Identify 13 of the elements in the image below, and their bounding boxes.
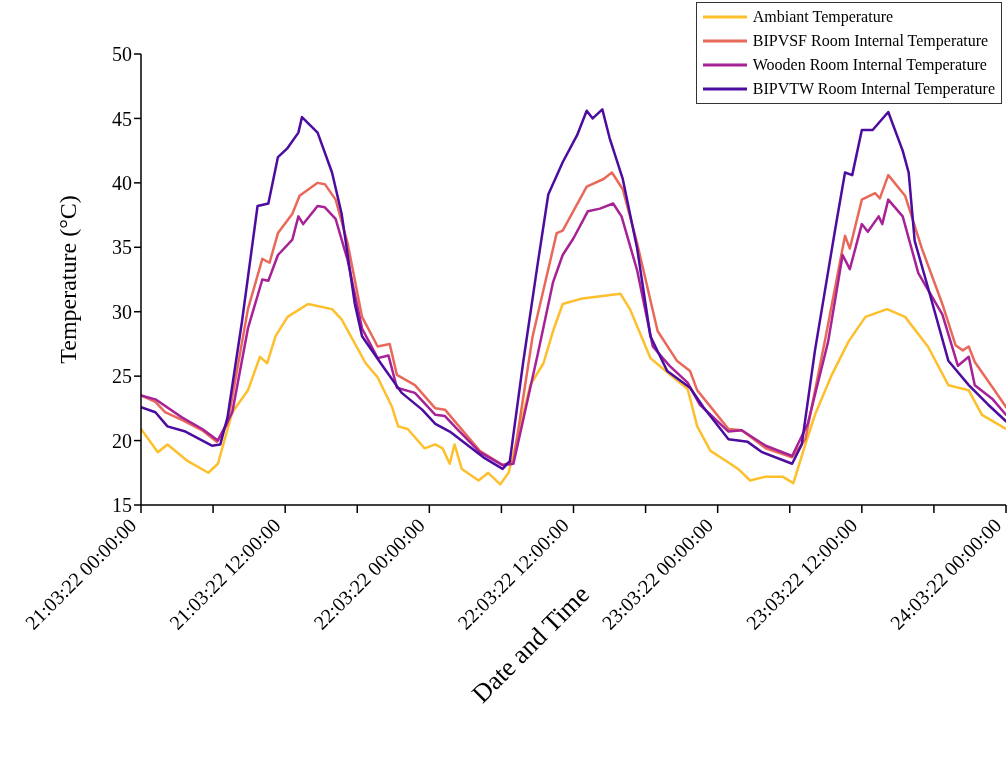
y-axis-title: Temperature (°C) [54, 195, 81, 364]
y-tick-label: 20 [112, 429, 132, 452]
y-tick-label: 30 [112, 300, 132, 323]
legend-label: Wooden Room Internal Temperature [752, 56, 987, 74]
y-tick-label: 45 [112, 107, 132, 130]
y-tick-label: 35 [112, 236, 132, 259]
y-tick-label: 50 [112, 43, 132, 66]
y-tick-label: 15 [112, 494, 132, 517]
y-tick-label: 25 [112, 365, 132, 388]
y-tick-label: 40 [112, 171, 132, 194]
legend-label: BIPVSF Room Internal Temperature [752, 32, 989, 50]
legend-label: BIPVTW Room Internal Temperature [752, 80, 995, 98]
legend-label: Ambiant Temperature [752, 8, 894, 26]
